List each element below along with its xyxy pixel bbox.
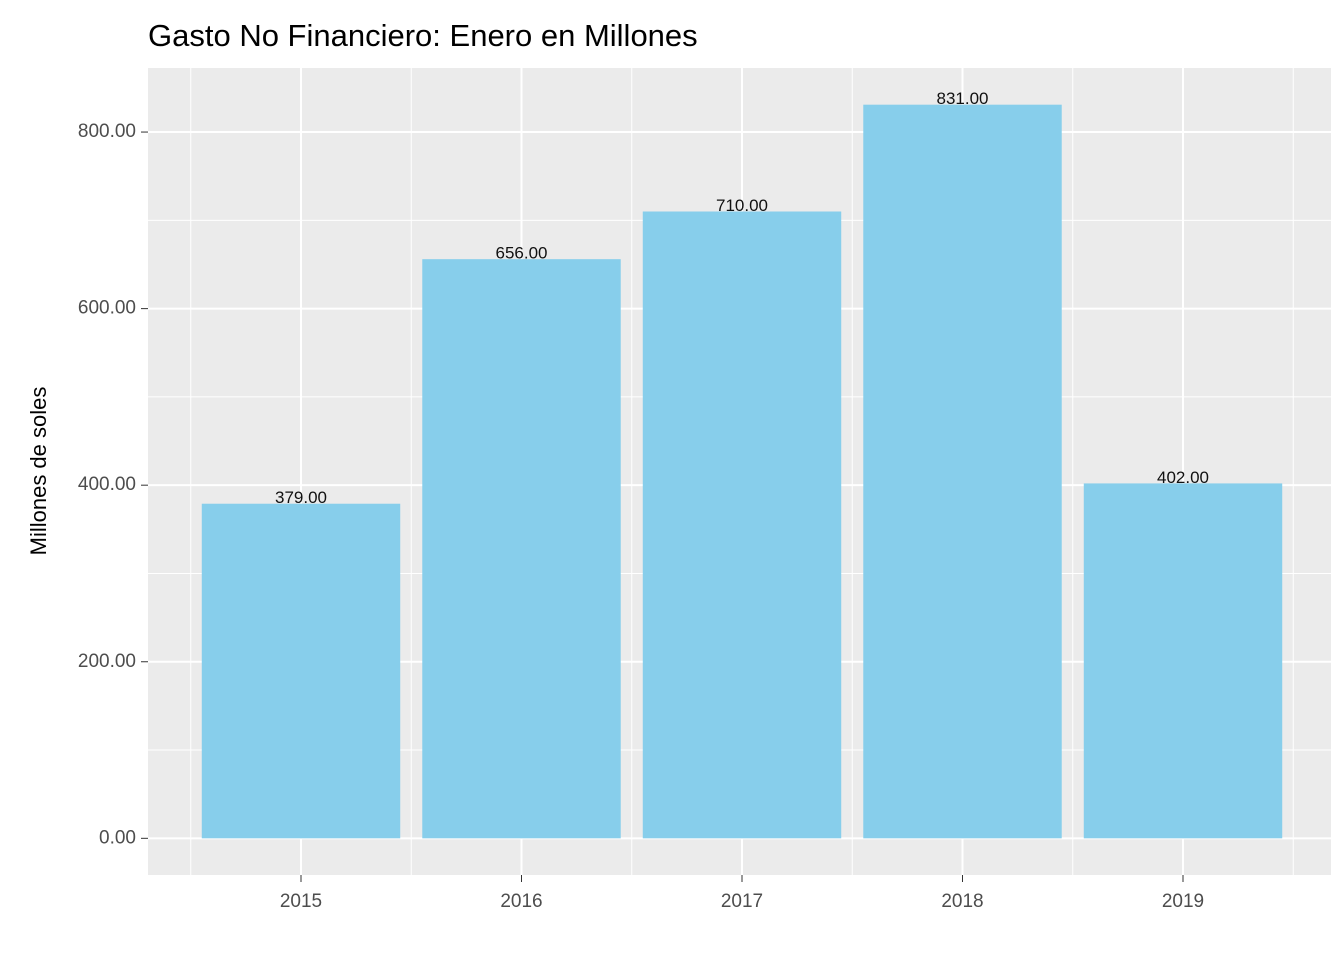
- x-tick-label: 2016: [500, 891, 542, 912]
- y-tick-label: 200.00: [78, 651, 136, 672]
- y-tick-label: 400.00: [78, 474, 136, 495]
- bar: [201, 503, 401, 839]
- bar: [642, 211, 842, 839]
- bar: [1083, 483, 1283, 839]
- data-label: 831.00: [937, 89, 989, 108]
- x-tick-label: 2015: [280, 891, 322, 912]
- data-label: 379.00: [275, 488, 327, 507]
- data-label: 656.00: [496, 244, 548, 263]
- x-tick-label: 2018: [941, 891, 983, 912]
- x-tick-label: 2019: [1162, 891, 1204, 912]
- y-tick-label: 0.00: [99, 827, 136, 848]
- data-label: 710.00: [716, 196, 768, 215]
- bar: [422, 259, 621, 839]
- bar: [863, 104, 1062, 839]
- y-tick-label: 800.00: [78, 121, 136, 142]
- data-label: 402.00: [1157, 468, 1209, 487]
- y-axis-title: Millones de soles: [26, 387, 51, 556]
- x-tick-label: 2017: [721, 891, 763, 912]
- y-tick-label: 600.00: [78, 298, 136, 319]
- chart-title: Gasto No Financiero: Enero en Millones: [148, 18, 698, 53]
